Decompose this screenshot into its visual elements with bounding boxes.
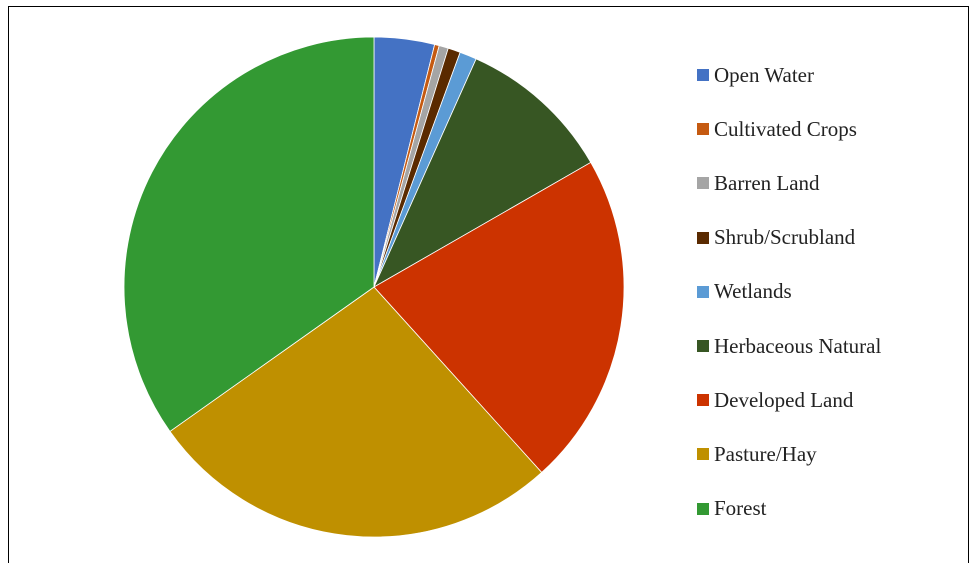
- legend-swatch: [697, 340, 709, 352]
- legend-item: Barren Land: [697, 169, 820, 197]
- legend-swatch: [697, 285, 709, 298]
- pie-slice-forest: [123, 36, 375, 432]
- legend-swatch: [697, 394, 709, 407]
- legend-label: Wetlands: [714, 279, 792, 304]
- legend-item: Herbaceous Natural: [697, 332, 881, 360]
- legend-label: Open Water: [714, 62, 814, 87]
- pie-slice-developed-land: [373, 161, 625, 474]
- legend-swatch: [697, 231, 709, 244]
- legend-label: Pasture/Hay: [714, 441, 817, 466]
- legend-label: Barren Land: [714, 170, 820, 195]
- pie-slice-pasture-hay: [169, 286, 543, 538]
- pie-chart: [123, 36, 625, 538]
- legend-label: Developed Land: [714, 387, 854, 412]
- legend-swatch: [697, 448, 709, 461]
- legend-item: Developed Land: [697, 386, 853, 414]
- legend-label: Shrub/Scrubland: [714, 225, 856, 250]
- legend-swatch: [697, 177, 709, 190]
- legend-swatch: [697, 123, 709, 136]
- chart-area: Open Water Cultivated Crops Barren Land Shr…: [8, 6, 969, 563]
- legend-label: Cultivated Crops: [714, 116, 857, 141]
- legend-item: Wetlands: [697, 278, 792, 306]
- legend-item: Pasture/Hay: [697, 440, 817, 468]
- legend-item: Forest: [697, 495, 767, 523]
- legend-label: Forest: [714, 496, 767, 521]
- legend-swatch: [697, 69, 709, 81]
- legend-item: Cultivated Crops: [697, 115, 857, 143]
- legend-swatch: [697, 502, 709, 515]
- legend-item: Open Water: [697, 61, 814, 89]
- legend-item: Shrub/Scrubland: [697, 224, 855, 252]
- legend-label: Herbaceous Natural: [714, 333, 882, 358]
- pie-slice-herbaceous-natural: [373, 58, 592, 288]
